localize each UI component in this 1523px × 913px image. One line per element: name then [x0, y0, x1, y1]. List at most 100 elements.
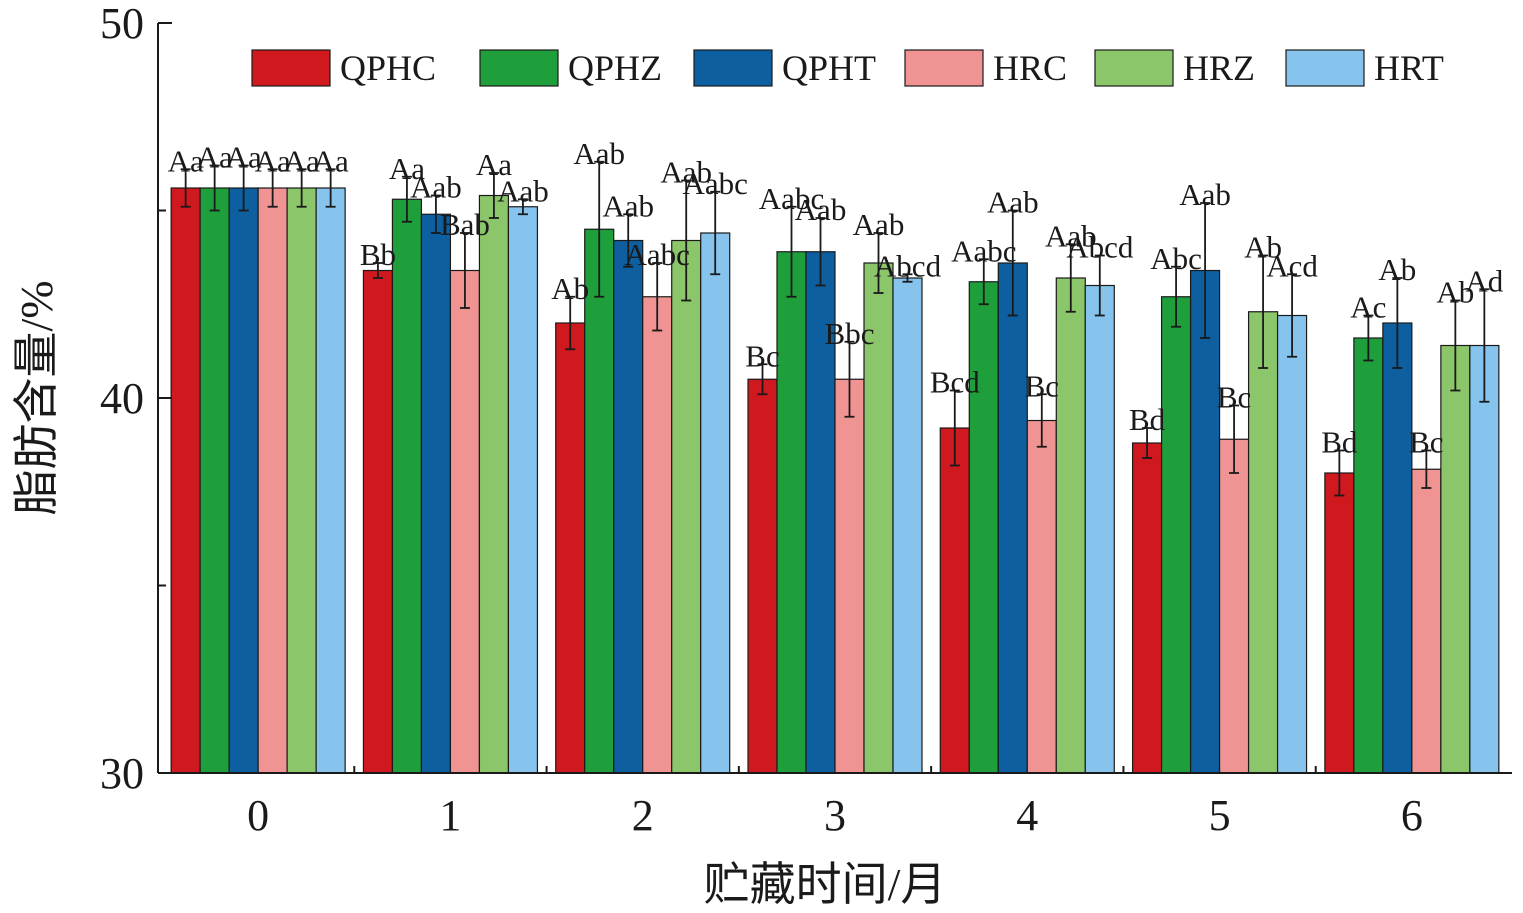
bar-hrc-0 [257, 187, 288, 774]
legend-label-hrz: HRZ [1183, 48, 1255, 88]
significance-label: Ad [1465, 263, 1503, 298]
significance-label: Aab [497, 173, 549, 208]
significance-label: Aab [410, 170, 462, 205]
x-tick-label: 3 [824, 791, 846, 840]
y-tick-label: 50 [100, 0, 144, 48]
significance-label: Bc [745, 338, 779, 373]
bar-qphz-6 [1353, 337, 1384, 774]
bar-hrz-3 [863, 262, 894, 774]
x-tick-label: 1 [439, 791, 461, 840]
bar-hrt-5 [1276, 314, 1308, 774]
bar-qphc-2 [555, 322, 586, 774]
significance-label: Ab [1244, 230, 1282, 265]
significance-label: Abcd [1066, 230, 1134, 265]
error-bars-layer [180, 160, 1490, 497]
bar-qpht-2 [613, 239, 644, 774]
bar-qpht-6 [1382, 322, 1413, 774]
significance-label: Abcd [874, 248, 942, 283]
significance-label: Ab [1436, 275, 1474, 310]
bar-hrz-6 [1440, 344, 1471, 774]
legend-swatch-hrz [1094, 49, 1174, 87]
significance-label: Bb [360, 237, 396, 272]
y-axis-title: 脂肪含量/% [11, 280, 62, 515]
bar-qphc-0 [170, 187, 201, 774]
bar-hrc-2 [642, 296, 673, 774]
significance-label: Bd [1321, 425, 1358, 460]
bar-qpht-1 [420, 213, 452, 774]
legend-label-qphc: QPHC [340, 48, 436, 88]
significance-label: Bc [1217, 380, 1251, 415]
bar-qphc-1 [362, 269, 394, 774]
significance-label: Bab [440, 207, 490, 242]
significance-label: Bc [1025, 368, 1059, 403]
significance-label: Aa [226, 140, 262, 175]
bar-hrz-5 [1247, 311, 1279, 774]
bar-hrt-1 [507, 206, 539, 774]
bar-hrt-2 [700, 232, 731, 774]
significance-label: Ab [551, 271, 589, 306]
bar-hrt-4 [1084, 284, 1115, 774]
significance-label: Aab [573, 136, 625, 171]
significance-label: Aa [197, 140, 233, 175]
legend-swatch-qphc [251, 49, 331, 87]
bar-hrc-5 [1218, 438, 1250, 774]
bar-qpht-0 [228, 187, 259, 774]
significance-label: Aab [853, 207, 905, 242]
legend-label-qphz: QPHZ [568, 48, 662, 88]
legend: QPHC QPHZ QPHT HRC HRZ HRT [251, 48, 1444, 88]
bar-qphc-3 [747, 378, 778, 774]
significance-label: Ab [1378, 252, 1416, 287]
significance-label: Aabc [683, 166, 748, 201]
significance-label: Abc [1150, 241, 1202, 276]
bar-qphc-5 [1131, 442, 1163, 774]
bar-hrc-6 [1411, 468, 1442, 774]
significance-label: Ac [1350, 290, 1386, 325]
bar-qphz-0 [199, 187, 230, 774]
significance-label: Aa [389, 151, 425, 186]
significance-label: Aab [660, 155, 712, 190]
bar-hrz-0 [286, 187, 317, 774]
legend-label-qpht: QPHT [782, 48, 876, 88]
significance-label: Aab [795, 192, 847, 227]
legend-label-hrc: HRC [993, 48, 1067, 88]
legend-swatch-hrt [1285, 49, 1365, 87]
significance-label: Aa [313, 143, 349, 178]
significance-label: Bcd [930, 365, 980, 400]
bar-qpht-4 [997, 262, 1028, 774]
bar-hrt-3 [892, 277, 923, 774]
x-tick-label: 6 [1401, 791, 1423, 840]
significance-label: Acd [1266, 248, 1318, 283]
significance-label: Aa [476, 147, 512, 182]
legend-swatch-hrc [904, 49, 984, 87]
significance-label: Aab [1045, 218, 1097, 253]
bar-qpht-3 [805, 251, 836, 774]
significance-label: Aa [168, 143, 204, 178]
legend-swatch-qpht [693, 49, 773, 87]
significance-label: Aab [1179, 177, 1231, 212]
x-tick-label: 0 [247, 791, 269, 840]
x-tick-label: 2 [632, 791, 654, 840]
y-tick-label: 40 [100, 374, 144, 423]
y-tick-label: 30 [100, 749, 144, 798]
bar-hrc-1 [449, 269, 481, 774]
bar-qphz-5 [1160, 296, 1192, 774]
bar-qpht-5 [1189, 269, 1221, 774]
significance-label: Aabc [951, 233, 1016, 268]
bar-qphz-3 [776, 251, 807, 774]
significance-label: Aab [602, 188, 654, 223]
bars-layer [170, 187, 1500, 774]
significance-label: Bc [1409, 425, 1443, 460]
bar-qphc-4 [939, 427, 970, 774]
bar-qphz-1 [391, 198, 423, 774]
x-tick-label: 5 [1209, 791, 1231, 840]
legend-label-hrt: HRT [1374, 48, 1444, 88]
bar-hrt-6 [1469, 344, 1500, 774]
bar-hrz-4 [1055, 277, 1086, 774]
bar-qphc-6 [1324, 472, 1355, 774]
significance-label: Aa [255, 143, 291, 178]
significance-label: Aabc [759, 181, 824, 216]
significance-label: Bd [1129, 402, 1166, 437]
x-tick-label: 4 [1016, 791, 1038, 840]
bar-hrz-1 [478, 194, 510, 774]
